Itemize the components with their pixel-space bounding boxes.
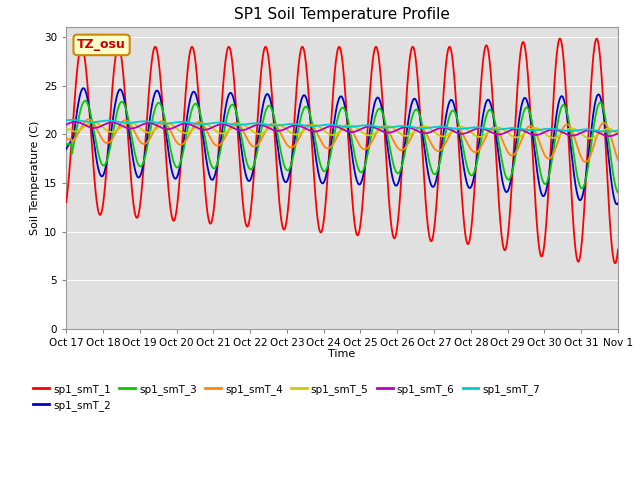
sp1_smT_7 [274,122,282,128]
sp1_smT_1 [544,199,552,204]
sp1_smT_2 [62,146,70,152]
sp1_smT_7 [603,129,611,134]
sp1_smT_3 [158,105,166,111]
sp1_smT_7 [604,129,611,134]
Text: TZ_osu: TZ_osu [77,38,126,51]
sp1_smT_7 [298,122,306,128]
sp1_smT_4 [544,156,552,161]
Y-axis label: Soil Temperature (C): Soil Temperature (C) [29,121,40,235]
sp1_smT_6 [158,125,166,131]
sp1_smT_6 [125,126,133,132]
Line: sp1_smT_4: sp1_smT_4 [66,120,618,162]
sp1_smT_1 [604,176,611,181]
sp1_smT_3 [125,121,133,127]
Line: sp1_smT_1: sp1_smT_1 [66,38,618,263]
sp1_smT_7 [68,117,76,123]
sp1_smT_3 [81,98,89,104]
sp1_smT_2 [298,96,306,101]
sp1_smT_4 [62,136,70,142]
sp1_smT_2 [274,146,282,152]
sp1_smT_6 [298,124,306,130]
sp1_smT_2 [613,202,621,207]
sp1_smT_1 [62,199,70,205]
sp1_smT_6 [71,119,79,125]
sp1_smT_1 [298,45,305,50]
Line: sp1_smT_5: sp1_smT_5 [66,122,618,138]
sp1_smT_4 [298,130,306,136]
sp1_smT_5 [62,127,70,132]
sp1_smT_5 [125,120,133,125]
Title: SP1 Soil Temperature Profile: SP1 Soil Temperature Profile [234,7,450,22]
sp1_smT_6 [274,128,282,134]
sp1_smT_7 [614,128,622,133]
Line: sp1_smT_7: sp1_smT_7 [66,120,618,132]
sp1_smT_4 [582,159,589,165]
sp1_smT_5 [544,133,552,139]
sp1_smT_6 [62,122,70,128]
X-axis label: Time: Time [328,349,356,360]
sp1_smT_4 [614,157,622,163]
sp1_smT_5 [298,129,306,135]
Line: sp1_smT_2: sp1_smT_2 [66,88,618,204]
sp1_smT_4 [604,124,611,130]
Legend: sp1_smT_1, sp1_smT_2, sp1_smT_3, sp1_smT_4, sp1_smT_5, sp1_smT_6, sp1_smT_7: sp1_smT_1, sp1_smT_2, sp1_smT_3, sp1_smT… [29,380,545,415]
sp1_smT_3 [604,129,611,134]
sp1_smT_4 [125,120,133,126]
sp1_smT_2 [614,201,622,206]
sp1_smT_7 [158,120,166,126]
sp1_smT_3 [298,111,306,117]
sp1_smT_2 [604,143,611,149]
sp1_smT_6 [604,133,611,139]
sp1_smT_7 [62,118,70,123]
sp1_smT_1 [158,94,166,99]
sp1_smT_1 [125,150,133,156]
sp1_smT_4 [158,118,166,124]
Line: sp1_smT_6: sp1_smT_6 [66,122,618,136]
sp1_smT_1 [556,36,564,41]
sp1_smT_1 [614,247,622,252]
sp1_smT_2 [79,85,87,91]
sp1_smT_2 [125,130,133,136]
sp1_smT_3 [614,190,622,195]
sp1_smT_7 [544,126,552,132]
sp1_smT_7 [125,120,133,126]
sp1_smT_5 [274,121,282,127]
sp1_smT_3 [62,141,70,147]
sp1_smT_1 [274,180,282,185]
Line: sp1_smT_3: sp1_smT_3 [66,101,618,192]
sp1_smT_3 [274,133,282,139]
sp1_smT_6 [605,133,613,139]
sp1_smT_6 [614,131,622,136]
sp1_smT_1 [611,260,619,266]
sp1_smT_3 [544,177,552,182]
sp1_smT_2 [544,179,552,185]
sp1_smT_5 [90,119,97,125]
sp1_smT_2 [158,103,166,109]
sp1_smT_6 [544,128,552,133]
sp1_smT_5 [604,126,611,132]
sp1_smT_5 [158,122,166,128]
sp1_smT_4 [274,125,282,131]
sp1_smT_4 [84,117,92,122]
sp1_smT_5 [586,135,594,141]
sp1_smT_5 [614,132,622,137]
